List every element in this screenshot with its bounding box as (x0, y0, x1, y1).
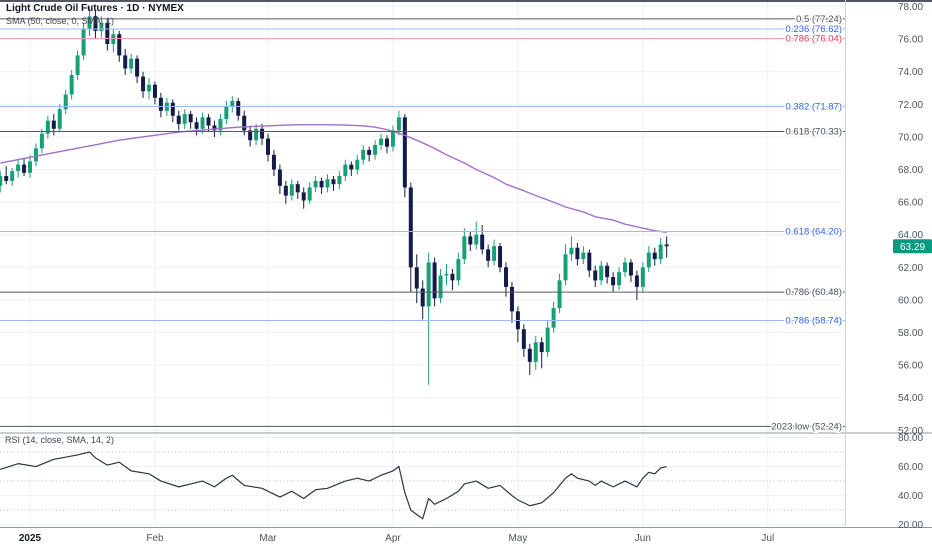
svg-text:54.00: 54.00 (898, 393, 923, 404)
svg-text:64.00: 64.00 (898, 230, 923, 241)
time-axis-labels: 2025 Feb Mar Apr May Jun Jul (19, 533, 774, 544)
rsi-bands (0, 451, 846, 511)
svg-text:Jul: Jul (761, 533, 774, 544)
svg-text:52.00: 52.00 (898, 426, 923, 437)
candlesticks (0, 6, 669, 385)
sma-indicator-legend[interactable]: SMA (50, close, 0, SMA, 1) (6, 16, 115, 26)
fib-level-labels: 0.5 (77.24)0.236 (76.62)0.786 (76.04) 0.3… (770, 12, 844, 434)
svg-text:80.00: 80.00 (898, 433, 923, 444)
svg-text:66.00: 66.00 (898, 198, 923, 209)
fib-level-lines[interactable] (0, 18, 846, 427)
svg-text:0.786 (76.04): 0.786 (76.04) (785, 33, 842, 44)
svg-text:76.00: 76.00 (898, 35, 923, 46)
main-pane-legend: Light Crude Oil Futures · 1D · NYMEX SMA… (6, 3, 184, 26)
svg-text:0.786 (58.74): 0.786 (58.74) (785, 315, 842, 326)
svg-text:60.00: 60.00 (898, 295, 923, 306)
rsi-indicator-legend[interactable]: RSI (14, close, SMA, 14, 2) (5, 435, 115, 445)
svg-text:60.00: 60.00 (898, 462, 923, 473)
svg-text:0.618 (70.33): 0.618 (70.33) (785, 127, 842, 138)
svg-text:40.00: 40.00 (898, 491, 923, 502)
svg-text:78.00: 78.00 (898, 2, 923, 13)
time-axis[interactable] (0, 528, 932, 550)
svg-text:56.00: 56.00 (898, 361, 923, 372)
svg-text:2023 low (52.24): 2023 low (52.24) (771, 421, 842, 432)
svg-text:68.00: 68.00 (898, 165, 923, 176)
svg-text:2025: 2025 (19, 533, 42, 544)
svg-text:58.00: 58.00 (898, 328, 923, 339)
symbol-title[interactable]: Light Crude Oil Futures · 1D · NYMEX (6, 3, 184, 14)
svg-text:74.00: 74.00 (898, 67, 923, 78)
svg-text:0.236 (76.62): 0.236 (76.62) (785, 24, 842, 35)
price-axis[interactable] (846, 0, 932, 527)
sma-50-line (0, 123, 667, 233)
svg-text:20.00: 20.00 (898, 520, 923, 531)
svg-text:72.00: 72.00 (898, 100, 923, 111)
last-price-badge: 63.29 (893, 239, 932, 254)
pane-separators[interactable] (0, 0, 932, 528)
svg-text:63.29: 63.29 (900, 242, 925, 253)
svg-text:70.00: 70.00 (898, 132, 923, 143)
svg-text:Apr: Apr (385, 533, 401, 544)
price-axis-labels: 78.00 76.00 74.00 72.00 70.00 68.00 66.00 64.00… (898, 2, 923, 531)
svg-text:0.382 (71.87): 0.382 (71.87) (785, 101, 842, 112)
svg-text:Jun: Jun (635, 533, 651, 544)
svg-text:0.5 (77.24): 0.5 (77.24) (796, 14, 842, 25)
grid-lines (0, 0, 846, 528)
rsi-line (0, 451, 667, 520)
svg-text:Mar: Mar (259, 533, 277, 544)
svg-text:0.618 (64.20): 0.618 (64.20) (785, 226, 842, 237)
svg-text:Feb: Feb (146, 533, 164, 544)
svg-text:0.786 (60.48): 0.786 (60.48) (785, 287, 842, 298)
svg-text:62.00: 62.00 (898, 263, 923, 274)
svg-text:May: May (508, 533, 527, 544)
